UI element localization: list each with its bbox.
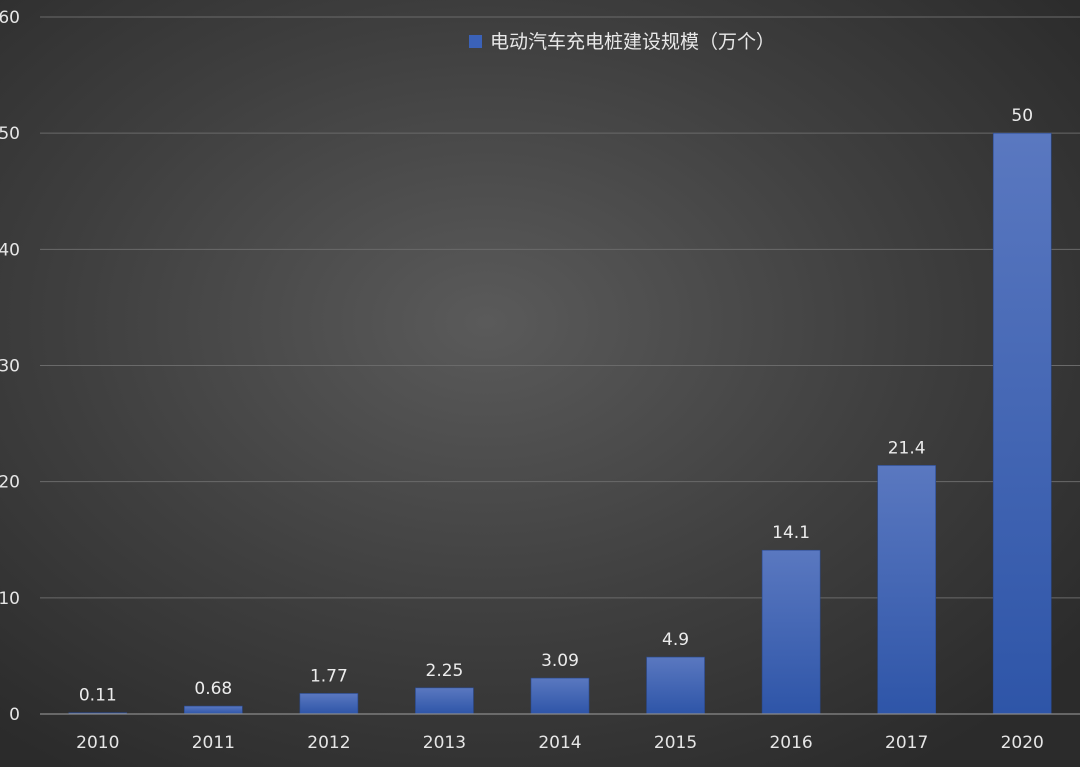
x-tick-label: 2010 [76,733,119,753]
data-label-2010: 0.11 [79,686,117,706]
y-tick-label: 20 [0,473,20,493]
bar-2020 [992,132,1052,715]
y-tick-label: 10 [0,589,20,609]
bar-2017 [877,465,936,715]
x-tick-label: 2020 [1001,733,1044,753]
bar-2011 [184,705,243,715]
bar-2016 [761,549,821,715]
bar-2015 [646,656,705,715]
data-label-2012: 1.77 [310,666,348,686]
bar-2012 [299,693,359,715]
data-labels: 0.11 0.68 1.77 2.25 3.09 4.9 14.1 21.4 50 [79,106,1033,706]
x-tick-label: 2017 [885,733,928,753]
y-axis-ticks: 0 10 20 30 40 50 60 [0,8,20,725]
legend-label: 电动汽车充电桩建设规模（万个） [490,31,775,53]
bar-2013 [415,687,474,715]
data-label-2011: 0.68 [194,679,232,699]
data-label-2016: 14.1 [772,523,810,543]
x-tick-label: 2011 [192,733,235,753]
y-tick-label: 50 [0,124,20,144]
x-tick-label: 2016 [769,733,812,753]
x-axis-ticks: 2010 2011 2012 2013 2014 2015 2016 2017 2020 [76,733,1044,753]
x-tick-label: 2012 [307,733,350,753]
data-label-2017: 21.4 [888,438,926,458]
data-label-2014: 3.09 [541,651,579,671]
legend: 电动汽车充电桩建设规模（万个） [469,31,775,53]
x-tick-label: 2013 [423,733,466,753]
y-tick-label: 40 [0,240,20,260]
data-label-2013: 2.25 [426,661,464,681]
bar-2014 [530,677,590,715]
data-label-2015: 4.9 [662,630,689,650]
y-tick-label: 60 [0,8,20,28]
y-tick-label: 0 [9,705,20,725]
data-label-2020: 50 [1011,106,1033,126]
y-tick-label: 30 [0,357,20,377]
bars [68,132,1052,715]
legend-marker [469,35,482,48]
x-tick-label: 2015 [654,733,697,753]
x-tick-label: 2014 [538,733,581,753]
